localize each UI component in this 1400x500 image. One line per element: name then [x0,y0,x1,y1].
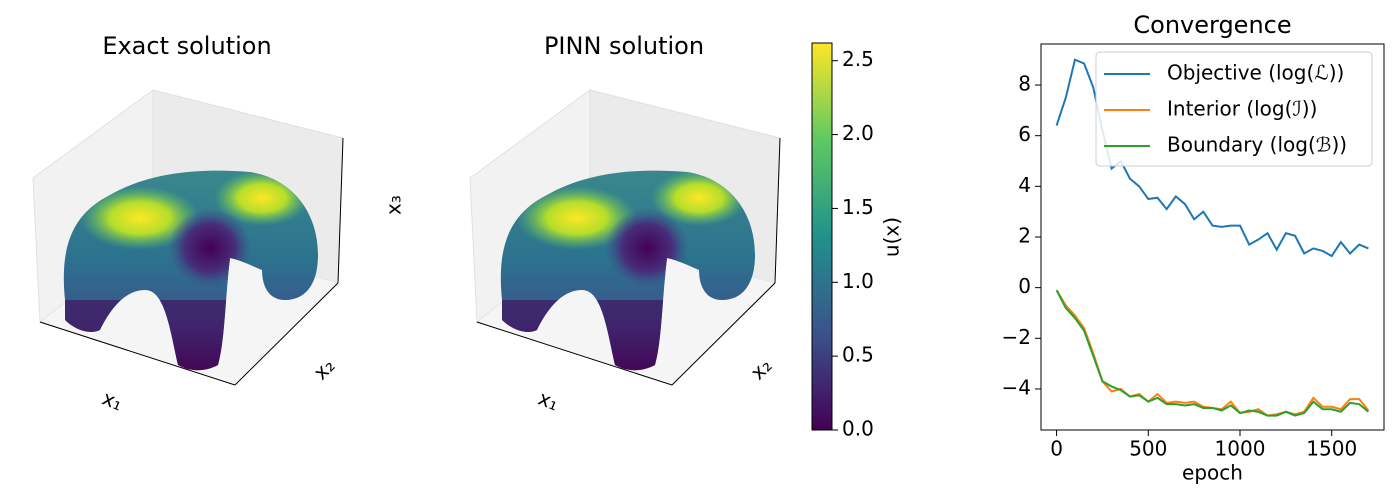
z-axis-label: x₃ [382,195,406,215]
x-axis-label: x₁ [535,386,562,416]
series-line [1055,289,1370,417]
colorbar-tick-label: 2.0 [842,121,874,145]
y-axis-label: x₂ [308,353,339,384]
colorbar-tick-label: 0.5 [842,343,874,367]
y-tick-label: 0 [1018,274,1031,298]
x-axis-label: x₁ [99,386,126,416]
legend-label: Boundary (log(ℬ)) [1167,133,1347,157]
x-tick-label: 1000 [1215,437,1266,461]
x-axis-label: epoch [1182,461,1243,485]
colorbar-tick-label: 2.5 [842,47,874,71]
legend-box [1095,51,1373,167]
y-tick-label: 6 [1018,122,1031,146]
colorbar-tick-label: 0.0 [842,417,874,441]
surface-plot [33,90,343,385]
y-tick-label: −2 [1002,325,1031,349]
surface-plot [470,90,780,385]
colorbar [811,42,833,431]
y-tick-label: −4 [1002,375,1031,399]
panel-title: Convergence [1133,11,1291,39]
panel-title: Exact solution [102,32,271,60]
x-tick-label: 1500 [1306,437,1357,461]
colorbar-tick-label: 1.0 [842,269,874,293]
y-tick-label: 8 [1018,72,1031,96]
y-axis-label: x₂ [745,353,776,384]
colorbar-tick-label: 1.5 [842,195,874,219]
panel-title: PINN solution [544,32,704,60]
y-tick-label: 2 [1018,224,1031,248]
colorbar-label: u(x) [880,217,904,257]
y-tick-label: 4 [1018,173,1031,197]
series-line [1055,289,1370,417]
x-tick-label: 0 [1050,437,1063,461]
legend-label: Objective (log(ℒ)) [1167,61,1344,85]
legend-label: Interior (log(ℐ)) [1167,97,1317,121]
x-tick-label: 500 [1129,437,1167,461]
